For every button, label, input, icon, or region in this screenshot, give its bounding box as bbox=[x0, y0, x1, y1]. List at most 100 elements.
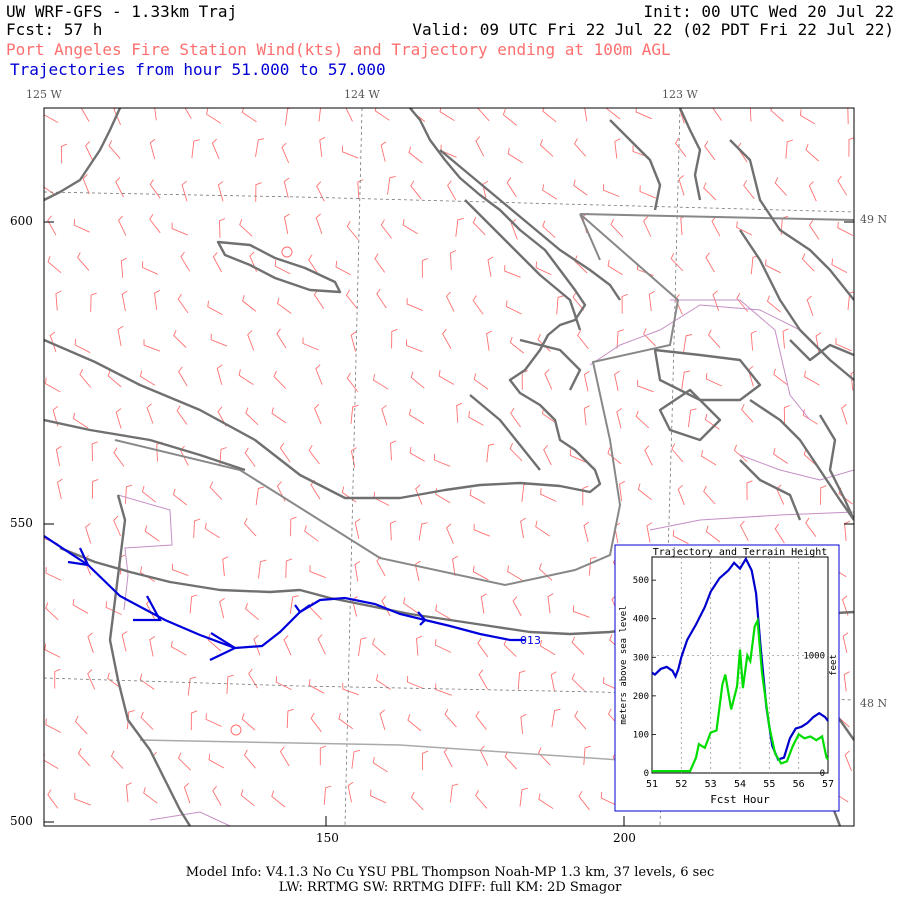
wind-barb bbox=[551, 708, 561, 728]
wind-barb bbox=[712, 108, 722, 121]
wind-barb bbox=[635, 410, 650, 429]
wind-barb bbox=[284, 108, 293, 126]
wind-barb bbox=[439, 108, 455, 121]
wind-barb bbox=[247, 330, 255, 351]
wind-barb bbox=[607, 259, 623, 276]
wind-barb bbox=[584, 108, 588, 122]
wind-barb bbox=[255, 138, 265, 157]
inset-title: Trajectory and Terrain Height bbox=[653, 547, 828, 558]
trajectory-range: Trajectories from hour 51.000 to 57.000 bbox=[10, 60, 386, 79]
wind-barb bbox=[315, 213, 323, 234]
wind-barb bbox=[139, 566, 156, 582]
wind-barb bbox=[255, 486, 265, 506]
wind-barb bbox=[319, 136, 326, 158]
grid-y-label-500: 500 bbox=[10, 814, 33, 828]
wind-barb bbox=[45, 567, 62, 581]
wind-barb bbox=[189, 594, 198, 614]
wind-barb bbox=[446, 523, 454, 544]
wind-barb bbox=[47, 215, 57, 236]
wind-barb bbox=[741, 404, 754, 423]
wind-barb bbox=[535, 261, 552, 276]
wind-barb bbox=[105, 601, 122, 615]
wind-barb bbox=[447, 180, 457, 201]
inset-x-tick-label: 51 bbox=[646, 779, 658, 790]
map-frame bbox=[43, 107, 855, 827]
wind-barb bbox=[537, 747, 551, 766]
wind-barb bbox=[835, 337, 852, 352]
wind-barb bbox=[289, 595, 299, 614]
wind-barb bbox=[473, 373, 489, 390]
grid-y-label-600: 600 bbox=[10, 214, 33, 228]
inset-y-tick-label: 500 bbox=[633, 576, 649, 586]
wind-barb bbox=[210, 333, 228, 347]
wind-barb bbox=[113, 515, 122, 537]
wind-barb bbox=[335, 260, 352, 276]
wind-barb bbox=[678, 175, 685, 196]
wind-barb bbox=[285, 558, 293, 578]
wind-barb bbox=[144, 525, 160, 542]
wind-barb bbox=[204, 522, 220, 539]
wind-barb bbox=[113, 447, 125, 467]
wind-barb bbox=[374, 108, 390, 121]
wind-barb bbox=[683, 334, 693, 353]
chart-title: UW WRF-GFS - 1.33km Traj bbox=[6, 2, 238, 21]
wind-barb bbox=[323, 785, 332, 805]
wind-barb bbox=[770, 108, 784, 122]
wind-barb bbox=[406, 339, 423, 353]
wind-barb bbox=[831, 258, 848, 273]
trajectory bbox=[44, 535, 525, 661]
wind-barb bbox=[670, 253, 684, 272]
wind-barb bbox=[435, 683, 452, 696]
wind-barb bbox=[208, 753, 225, 769]
wind-barb bbox=[583, 370, 590, 392]
wind-barb bbox=[583, 745, 591, 766]
wind-barb bbox=[74, 792, 91, 806]
wind-barb bbox=[569, 449, 587, 463]
init-time: Init: 00 UTC Wed 20 Jul 22 bbox=[643, 2, 894, 21]
wind-barb bbox=[681, 370, 691, 390]
wind-barb bbox=[677, 484, 685, 506]
wind-barb bbox=[91, 478, 99, 499]
wind-barb bbox=[176, 405, 188, 425]
wind-barb bbox=[177, 752, 192, 771]
wind-barb bbox=[799, 109, 816, 125]
wind-barb bbox=[184, 108, 192, 119]
wind-barb bbox=[317, 634, 326, 655]
wind-barb bbox=[242, 294, 257, 312]
wind-barb bbox=[574, 138, 587, 157]
wind-barb bbox=[503, 639, 517, 657]
wind-barb bbox=[847, 108, 849, 125]
wind-barb bbox=[217, 180, 224, 202]
wind-barb bbox=[675, 137, 687, 157]
grid-x-label-200: 200 bbox=[613, 831, 636, 845]
wind-barb bbox=[535, 520, 551, 537]
wind-barb bbox=[207, 633, 222, 652]
inset-x-tick-label: 55 bbox=[763, 779, 775, 790]
wind-barb bbox=[381, 404, 388, 426]
wind-barb bbox=[765, 259, 781, 274]
wind-barb bbox=[705, 252, 715, 273]
wind-barb bbox=[171, 563, 189, 577]
wind-barb bbox=[403, 597, 418, 614]
wind-barb bbox=[44, 186, 55, 195]
wind-barb bbox=[149, 213, 161, 234]
wind-barb bbox=[607, 447, 622, 465]
lon-label-123: 123 W bbox=[662, 88, 698, 101]
model-info-line1: Model Info: V4.1.3 No Cu YSU PBL Thompso… bbox=[185, 865, 715, 880]
wind-barb bbox=[73, 219, 90, 233]
wind-barb bbox=[341, 145, 359, 159]
wind-barb bbox=[480, 593, 487, 614]
wind-barb bbox=[705, 525, 721, 543]
wind-barb bbox=[711, 216, 721, 237]
wind-barb bbox=[602, 184, 620, 197]
wind-barb bbox=[55, 290, 62, 311]
wind-barb bbox=[314, 403, 322, 425]
wind-barb bbox=[843, 671, 850, 692]
wind-barb bbox=[44, 643, 61, 658]
wind-barb bbox=[435, 604, 451, 620]
wind-barb bbox=[173, 330, 187, 348]
wind-barb bbox=[510, 219, 518, 240]
wind-barb bbox=[248, 668, 258, 689]
wind-barb bbox=[107, 672, 122, 689]
wind-barb bbox=[370, 789, 387, 804]
